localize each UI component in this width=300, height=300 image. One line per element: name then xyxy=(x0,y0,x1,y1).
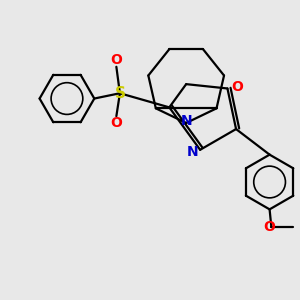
Text: O: O xyxy=(231,80,243,94)
Text: N: N xyxy=(181,114,193,128)
Text: S: S xyxy=(114,86,125,101)
Text: N: N xyxy=(186,145,198,159)
Text: O: O xyxy=(110,116,122,130)
Text: O: O xyxy=(110,53,122,67)
Text: O: O xyxy=(264,220,275,234)
